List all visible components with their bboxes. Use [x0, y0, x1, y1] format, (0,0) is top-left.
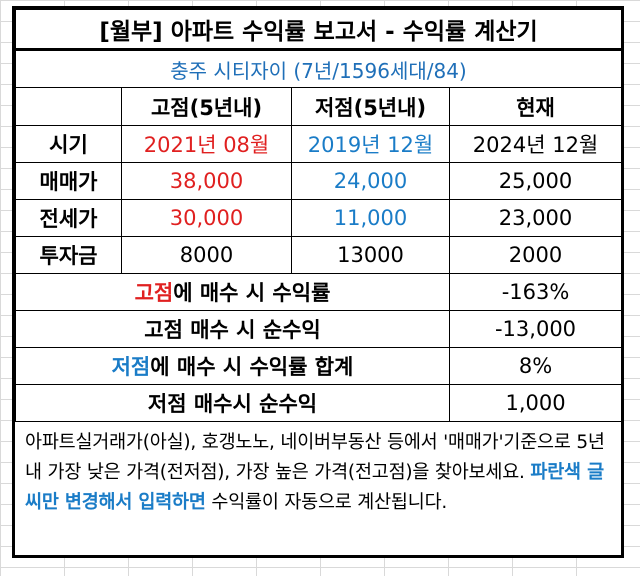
- note-text: 아파트실거래가(아실), 호갱노노, 네이버부동산 등에서 '매매가'기준으로 …: [25, 432, 605, 483]
- cell-now-jeonse-price[interactable]: 23,000: [448, 199, 623, 237]
- result-value-high-profit: -13,000: [448, 310, 623, 348]
- result-label-text: 저점 매수시 순수익: [147, 392, 318, 416]
- apartment-info[interactable]: 충주 시티자이 (7년/1596세대/84): [14, 49, 623, 88]
- result-value-high-yield: -163%: [448, 273, 623, 311]
- high-keyword: 고점: [134, 281, 174, 305]
- result-value-low-yield: 8%: [448, 347, 623, 385]
- report-title: [월부] 아파트 수익률 보고서 - 수익률 계산기: [14, 9, 623, 51]
- header-high: 고점(5년내): [121, 87, 292, 126]
- row-label-sale-price: 매매가: [15, 162, 122, 200]
- cell-low-period[interactable]: 2019년 12월: [291, 125, 450, 163]
- cell-high-investment: 8000: [121, 236, 292, 274]
- header-now: 현재: [448, 87, 623, 126]
- cell-high-jeonse-price[interactable]: 30,000: [121, 199, 292, 237]
- row-label-jeonse-price: 전세가: [15, 199, 122, 237]
- yield-table: [월부] 아파트 수익률 보고서 - 수익률 계산기 충주 시티자이 (7년/1…: [14, 9, 623, 422]
- header-corner: [15, 87, 122, 126]
- result-label-text: 에 매수 시 수익률: [173, 281, 331, 305]
- result-label-text: 에 매수 시 수익률 합계: [150, 355, 354, 379]
- result-label-high-profit: 고점 매수 시 순수익: [15, 310, 450, 348]
- cell-high-period[interactable]: 2021년 08월: [121, 125, 292, 163]
- low-keyword: 저점: [111, 355, 151, 379]
- header-low: 저점(5년내): [291, 87, 450, 126]
- instruction-note: 아파트실거래가(아실), 호갱노노, 네이버부동산 등에서 '매매가'기준으로 …: [15, 422, 621, 518]
- result-label-high-yield: 고점에 매수 시 수익률: [15, 273, 450, 311]
- result-value-low-profit: 1,000: [448, 384, 623, 422]
- cell-now-sale-price[interactable]: 25,000: [448, 162, 623, 200]
- cell-now-investment: 2000: [448, 236, 623, 274]
- result-label-low-profit: 저점 매수시 순수익: [15, 384, 450, 422]
- cell-low-jeonse-price[interactable]: 11,000: [291, 199, 450, 237]
- cell-high-sale-price[interactable]: 38,000: [121, 162, 292, 200]
- cell-low-sale-price[interactable]: 24,000: [291, 162, 450, 200]
- yield-report: [월부] 아파트 수익률 보고서 - 수익률 계산기 충주 시티자이 (7년/1…: [12, 6, 624, 558]
- result-label-low-yield: 저점에 매수 시 수익률 합계: [15, 347, 450, 385]
- cell-now-period[interactable]: 2024년 12월: [448, 125, 623, 163]
- result-label-text: 고점 매수 시 순수익: [144, 318, 321, 342]
- note-emphasis: 파란색 글씨만 변경해서 입력하면: [25, 462, 604, 513]
- row-label-period: 시기: [15, 125, 122, 163]
- note-text-end: 수익률이 자동으로 계산됩니다.: [205, 492, 448, 513]
- cell-low-investment: 13000: [291, 236, 450, 274]
- row-label-investment: 투자금: [15, 236, 122, 274]
